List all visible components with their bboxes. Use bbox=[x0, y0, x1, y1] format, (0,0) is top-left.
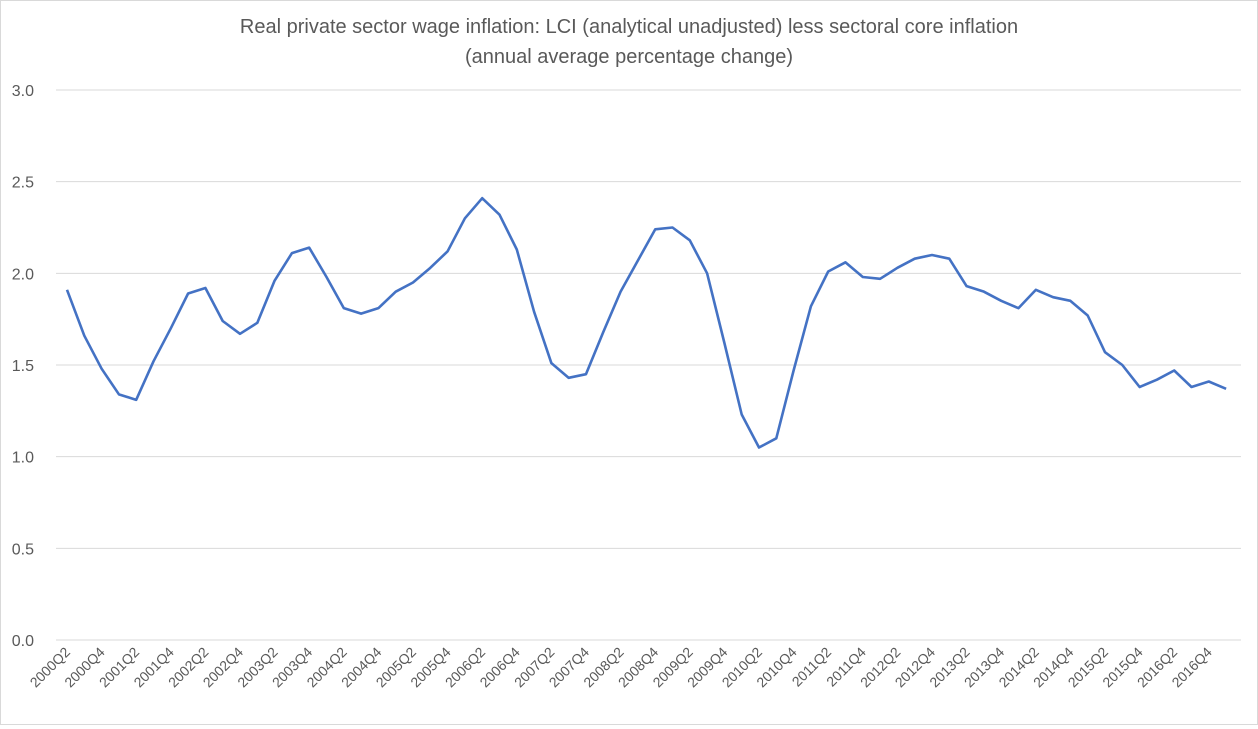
series-line bbox=[67, 198, 1226, 447]
y-tick-label: 2.0 bbox=[12, 266, 34, 283]
y-tick-label: 1.5 bbox=[12, 358, 34, 375]
y-tick-label: 1.0 bbox=[12, 450, 34, 467]
y-tick-label: 3.0 bbox=[12, 83, 34, 100]
y-tick-label: 0.5 bbox=[12, 541, 34, 558]
y-tick-label: 0.0 bbox=[12, 633, 34, 650]
y-tick-label: 2.5 bbox=[12, 175, 34, 192]
chart-title: Real private sector wage inflation: LCI … bbox=[240, 16, 1018, 38]
chart-subtitle: (annual average percentage change) bbox=[465, 46, 793, 68]
